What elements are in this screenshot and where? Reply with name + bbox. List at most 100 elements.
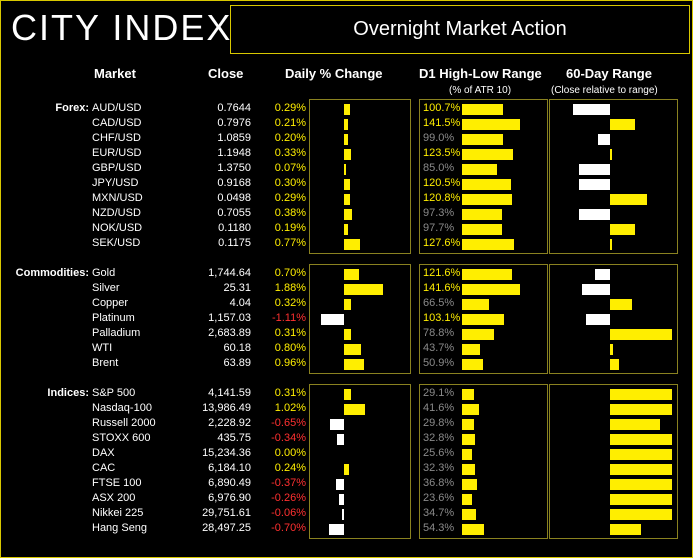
close-value: 13,986.49 <box>202 402 251 414</box>
daily-change-bar <box>344 344 361 355</box>
sixty-day-bar <box>610 299 632 310</box>
sixty-day-bar <box>579 164 610 175</box>
close-value: 25.31 <box>223 282 251 294</box>
sixty-day-panel <box>549 384 678 539</box>
d1-range-bar <box>462 314 505 325</box>
daily-change-value: 0.20% <box>274 132 306 144</box>
daily-change-value: 0.80% <box>274 342 306 354</box>
market-name: MXN/USD <box>92 192 143 204</box>
close-value: 15,234.36 <box>202 447 251 459</box>
daily-change-panel <box>309 384 411 539</box>
sixty-day-bar <box>610 494 672 505</box>
d1-range-bar <box>462 224 503 235</box>
atr-range-value: 41.6% <box>423 402 455 414</box>
daily-change-value: -1.11% <box>271 312 306 324</box>
section-label: Indices: <box>47 387 89 399</box>
close-value: 0.0498 <box>217 192 251 204</box>
market-name: AUD/USD <box>92 102 142 114</box>
daily-change-value: 0.29% <box>274 102 306 114</box>
col-header-close: Close <box>208 66 244 81</box>
sixty-day-bar <box>610 194 648 205</box>
market-name: CAD/USD <box>92 117 142 129</box>
market-name: CAC <box>92 462 116 474</box>
atr-range-value: 50.9% <box>423 357 455 369</box>
atr-range-value: 66.5% <box>423 297 455 309</box>
daily-change-bar <box>344 329 351 340</box>
daily-change-value: 0.32% <box>274 297 306 309</box>
market-name: Silver <box>92 282 120 294</box>
close-value: 0.7644 <box>217 102 251 114</box>
table-row: JPY/USD 0.9168 0.30% 120.5% <box>0 177 693 192</box>
daily-change-panel <box>309 99 411 254</box>
table-row: DAX 15,234.36 0.00% 25.6% <box>0 447 693 462</box>
close-value: 1,157.03 <box>208 312 251 324</box>
close-value: 2,683.89 <box>208 327 251 339</box>
daily-change-value: 0.07% <box>274 162 306 174</box>
atr-range-value: 29.8% <box>423 417 455 429</box>
table-row: Hang Seng 28,497.25 -0.70% 54.3% <box>0 522 693 537</box>
daily-change-panel <box>309 264 411 374</box>
sixty-day-bar <box>610 419 660 430</box>
close-value: 1,744.64 <box>208 267 251 279</box>
section-label: Forex: <box>55 102 89 114</box>
close-value: 435.75 <box>217 432 251 444</box>
daily-change-value: 0.30% <box>274 177 306 189</box>
atr-range-value: 123.5% <box>423 147 461 159</box>
d1-range-bar <box>462 464 476 475</box>
d1-range-bar <box>462 239 515 250</box>
market-name: NZD/USD <box>92 207 141 219</box>
table-row: CAC 6,184.10 0.24% 32.3% <box>0 462 693 477</box>
daily-change-value: 1.88% <box>274 282 306 294</box>
close-value: 4,141.59 <box>208 387 251 399</box>
d1-range-bar <box>462 509 477 520</box>
d1-range-panel <box>419 384 548 539</box>
atr-range-value: 100.7% <box>423 102 461 114</box>
d1-range-bar <box>462 344 480 355</box>
atr-range-value: 99.0% <box>423 132 455 144</box>
d1-range-bar <box>462 149 513 160</box>
table-row: S&P 500 4,141.59 0.31% 29.1% <box>0 387 693 402</box>
atr-range-value: 120.8% <box>423 192 461 204</box>
daily-change-bar <box>344 284 384 295</box>
sixty-day-bar <box>579 179 610 190</box>
table-row: Copper 4.04 0.32% 66.5% <box>0 297 693 312</box>
market-name: Gold <box>92 267 116 279</box>
close-value: 60.18 <box>223 342 251 354</box>
market-name: JPY/USD <box>92 177 139 189</box>
close-value: 0.7055 <box>217 207 251 219</box>
table-row: FTSE 100 6,890.49 -0.37% 36.8% <box>0 477 693 492</box>
sixty-day-bar <box>610 344 614 355</box>
d1-range-bar <box>462 329 495 340</box>
atr-range-value: 141.5% <box>423 117 461 129</box>
atr-range-value: 43.7% <box>423 342 455 354</box>
daily-change-bar <box>344 404 366 415</box>
table-row: Gold 1,744.64 0.70% 121.6% <box>0 267 693 282</box>
market-name: Copper <box>92 297 129 309</box>
market-name: FTSE 100 <box>92 477 142 489</box>
atr-range-value: 36.8% <box>423 477 455 489</box>
sixty-day-bar <box>610 449 672 460</box>
atr-range-value: 121.6% <box>423 267 461 279</box>
table-row: SEK/USD 0.1175 0.77% 127.6% <box>0 237 693 252</box>
sixty-day-panel <box>549 264 678 374</box>
market-name: GBP/USD <box>92 162 142 174</box>
table-row: EUR/USD 1.1948 0.33% 123.5% <box>0 147 693 162</box>
daily-change-value: -0.37% <box>271 477 306 489</box>
market-name: NOK/USD <box>92 222 143 234</box>
atr-range-value: 25.6% <box>423 447 455 459</box>
daily-change-value: 0.96% <box>274 357 306 369</box>
table-row: ASX 200 6,976.90 -0.26% 23.6% <box>0 492 693 507</box>
daily-change-bar <box>338 494 344 505</box>
d1-range-bar <box>462 389 474 400</box>
table-row: NZD/USD 0.7055 0.38% 97.3% <box>0 207 693 222</box>
table-row: Nikkei 225 29,751.61 -0.06% 34.7% <box>0 507 693 522</box>
market-name: ASX 200 <box>92 492 136 504</box>
market-name: WTI <box>92 342 113 354</box>
table-row: Russell 2000 2,228.92 -0.65% 29.8% <box>0 417 693 432</box>
daily-change-value: 0.19% <box>274 222 306 234</box>
atr-range-value: 23.6% <box>423 492 455 504</box>
atr-range-value: 127.6% <box>423 237 461 249</box>
atr-range-value: 32.8% <box>423 432 455 444</box>
market-name: Nasdaq-100 <box>92 402 152 414</box>
header: CITY INDEX Overnight Market Action <box>1 1 692 56</box>
